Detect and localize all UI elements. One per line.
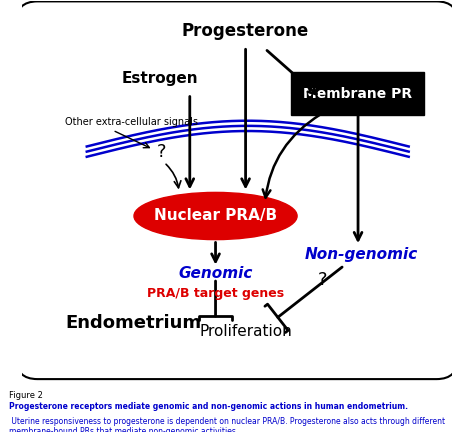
Text: Uterine responsiveness to progesterone is dependent on nuclear PRA/B. Progestero: Uterine responsiveness to progesterone i… bbox=[9, 417, 446, 432]
Text: Nuclear PRA/B: Nuclear PRA/B bbox=[154, 209, 277, 223]
Text: Figure 2: Figure 2 bbox=[9, 391, 43, 400]
Text: Proliferation: Proliferation bbox=[199, 324, 292, 340]
Text: Genomic: Genomic bbox=[178, 267, 253, 281]
Text: Other extra-cellular signals: Other extra-cellular signals bbox=[65, 117, 198, 127]
Text: ?: ? bbox=[318, 271, 328, 289]
Text: PRA/B target genes: PRA/B target genes bbox=[147, 287, 284, 300]
Text: Endometrium: Endometrium bbox=[65, 314, 201, 332]
Text: Estrogen: Estrogen bbox=[121, 71, 198, 86]
Ellipse shape bbox=[134, 192, 297, 240]
Text: ?: ? bbox=[157, 143, 167, 161]
FancyBboxPatch shape bbox=[291, 72, 424, 115]
Text: Membrane PR: Membrane PR bbox=[303, 87, 412, 101]
FancyBboxPatch shape bbox=[16, 1, 458, 379]
Text: Progesterone: Progesterone bbox=[182, 22, 309, 41]
Text: Non-genomic: Non-genomic bbox=[305, 247, 418, 262]
Text: Progesterone receptors mediate genomic and non-genomic actions in human endometr: Progesterone receptors mediate genomic a… bbox=[9, 402, 409, 411]
